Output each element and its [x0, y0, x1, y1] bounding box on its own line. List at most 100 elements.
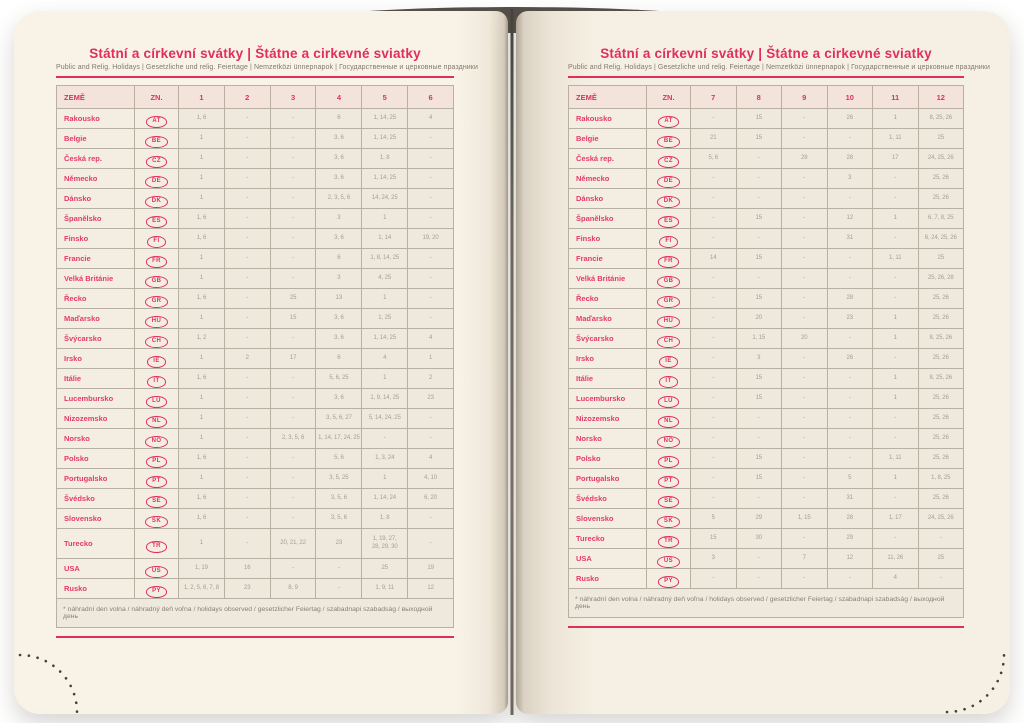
table-row: Řecko GR -15-28-25, 26 — [568, 288, 964, 309]
holiday-days-cell: 4 — [407, 108, 454, 129]
table-row: Španělsko ES -15-12 1 6, 7, 8, 25 — [568, 208, 964, 229]
table-row: Švýcarsko CH -1, 15 20-1 8, 25, 26 — [568, 328, 964, 349]
table-row: Portugalsko PT 1- -3, 5, 25 1 4, 10 — [56, 468, 454, 489]
holiday-days-cell: - — [690, 268, 737, 289]
country-name: Norsko — [568, 428, 647, 449]
holiday-days-cell: - — [269, 368, 317, 389]
holiday-days-cell: 3, 6 — [315, 388, 363, 409]
holiday-days-cell: 5, 6 — [690, 148, 737, 169]
holiday-days-cell: 1, 11 — [872, 248, 919, 269]
holiday-days-cell: - — [269, 108, 317, 129]
holiday-days-cell: 15 — [735, 128, 782, 149]
holiday-days-cell: - — [690, 208, 737, 229]
country-code-cell: SE — [646, 488, 691, 509]
country-name: Polsko — [56, 448, 135, 469]
country-code-badge: IT — [658, 375, 679, 388]
holiday-days-cell: - — [781, 488, 828, 509]
holiday-days-cell: 1, 14, 24 — [361, 488, 409, 509]
country-code-badge: HU — [657, 315, 680, 328]
table-row: Dánsko DK - - - - -25, 26 — [568, 188, 964, 209]
holiday-days-cell: 1 — [178, 428, 225, 449]
holiday-days-cell: 1, 8 — [361, 148, 409, 169]
holiday-days-cell: - — [735, 148, 782, 169]
holiday-days-cell: - — [781, 348, 828, 369]
table-row: Itálie IT -15- -1 8, 25, 26 — [568, 368, 964, 389]
holiday-days-cell: 6, 7, 8, 25 — [917, 208, 964, 229]
holidays-table-months-1-6: ZEMĚ ZN. 1 2 3 4 5 6 Rakousko AT 1, 6- -6 1, 14, 25… — [56, 85, 454, 628]
country-name: Švédsko — [568, 488, 647, 509]
country-name: Španělsko — [56, 208, 135, 229]
holiday-days-cell: - — [872, 188, 919, 209]
holiday-days-cell: - — [826, 328, 873, 349]
country-code-badge: CZ — [657, 155, 680, 168]
country-code-cell: LU — [646, 388, 691, 409]
holiday-days-cell: 2, 3, 5, 6 — [315, 188, 363, 209]
holiday-days-cell: - — [407, 128, 454, 149]
holiday-days-cell: 20, 21, 22 — [269, 528, 317, 559]
country-code-cell: NO — [134, 428, 179, 449]
country-code-badge: FI — [146, 235, 167, 248]
country-code-badge: GB — [657, 275, 680, 288]
table-row: Německo DE 1- -3, 6 1, 14, 25- — [56, 168, 454, 189]
country-code-cell: IT — [646, 368, 691, 389]
holiday-days-cell: 4 — [361, 348, 409, 369]
holiday-days-cell: 20 — [735, 308, 782, 329]
holiday-days-cell: 3, 6 — [315, 128, 363, 149]
country-code-badge: TR — [657, 535, 680, 548]
holiday-days-cell: 17 — [872, 148, 919, 169]
holiday-days-cell: 8, 25, 26 — [917, 328, 964, 349]
holiday-days-cell: 1, 6 — [178, 228, 225, 249]
country-code-cell: SK — [646, 508, 691, 529]
country-name: Česká rep. — [568, 148, 647, 169]
table-row: Belgie BE 21 15- -1, 11 25 — [568, 128, 964, 149]
holiday-days-cell: 15 — [735, 368, 782, 389]
holiday-days-cell: - — [407, 508, 454, 529]
holiday-days-cell: 4 — [407, 328, 454, 349]
holiday-days-cell: 3 — [690, 548, 737, 569]
country-code-cell: PL — [134, 448, 179, 469]
holiday-days-cell: 15 — [735, 468, 782, 489]
holiday-days-cell: - — [269, 388, 317, 409]
table-row: USA US 3-7 12 11, 26 25 — [568, 548, 964, 569]
holiday-days-cell: - — [223, 208, 271, 229]
holiday-days-cell: - — [781, 228, 828, 249]
holiday-days-cell: 1 — [361, 208, 409, 229]
country-code-badge: IT — [146, 375, 167, 388]
country-code-cell: CH — [646, 328, 691, 349]
holiday-days-cell: 25, 26 — [917, 388, 964, 409]
holiday-days-cell: - — [269, 168, 317, 189]
table-row: Řecko GR 1, 6-25 13 1- — [56, 288, 454, 309]
country-name: Irsko — [56, 348, 135, 369]
holiday-days-cell: - — [690, 428, 737, 449]
holiday-days-cell: 14 — [690, 248, 737, 269]
holiday-days-cell: 25 — [917, 128, 964, 149]
table-row: Rusko PY - - - -4- — [568, 568, 964, 589]
column-header-month: 6 — [407, 85, 454, 109]
holiday-days-cell: 3 — [315, 208, 363, 229]
holiday-days-cell: 15 — [735, 108, 782, 129]
holiday-days-cell: - — [781, 408, 828, 429]
holiday-days-cell: 1, 6 — [178, 448, 225, 469]
page-right: Státní a církevní svátky | Štátne a cirk… — [516, 11, 1010, 714]
holiday-days-cell: 1, 6 — [178, 368, 225, 389]
country-code-badge: SE — [145, 495, 168, 508]
holiday-days-cell: 3, 5, 6 — [315, 488, 363, 509]
country-code-badge: ES — [657, 215, 680, 228]
table-row: Velká Británie GB - - - - -25, 26, 28 — [568, 268, 964, 289]
holiday-days-cell: 1, 14, 17, 24, 25 — [315, 428, 363, 449]
holiday-days-cell: - — [269, 228, 317, 249]
holiday-days-cell: 26 — [826, 348, 873, 369]
country-code-badge: FR — [145, 255, 168, 268]
holiday-days-cell: 25, 26 — [917, 488, 964, 509]
holiday-days-cell: 12 — [826, 208, 873, 229]
holiday-days-cell: - — [269, 408, 317, 429]
holiday-days-cell: 5, 6, 25 — [315, 368, 363, 389]
country-code-badge: CH — [145, 335, 168, 348]
holiday-days-cell: - — [781, 308, 828, 329]
holiday-days-cell: 3, 6 — [315, 148, 363, 169]
holiday-days-cell: - — [872, 268, 919, 289]
holiday-days-cell: 1 — [178, 248, 225, 269]
holiday-days-cell: - — [269, 128, 317, 149]
country-code-cell: GB — [134, 268, 179, 289]
holiday-days-cell: - — [826, 188, 873, 209]
